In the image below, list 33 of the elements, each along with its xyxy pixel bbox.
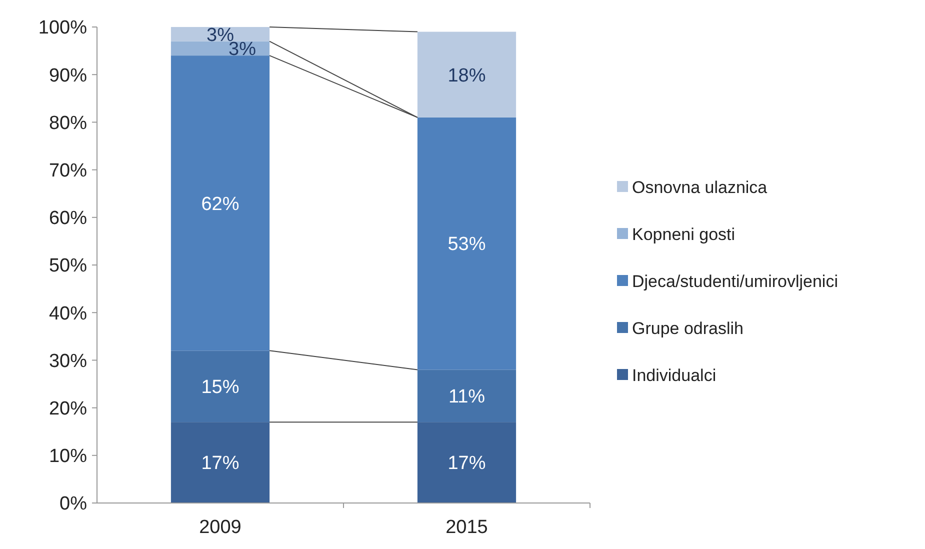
bar [170, 27, 270, 42]
y-tick-label: 40% [48, 303, 88, 324]
bar [417, 370, 516, 422]
y-tick-label: 80% [48, 112, 88, 134]
data-label: 62% [201, 194, 240, 215]
y-tick-label: 70% [48, 160, 88, 182]
legend-label: Djeca/studenti/umirovljenici [632, 272, 838, 291]
x-tick-label: 2015 [446, 517, 488, 538]
legend-label: Grupe odraslih [632, 318, 744, 338]
bar [170, 350, 270, 422]
y-tick-label: 50% [48, 256, 88, 277]
y-tick-label: 20% [48, 398, 88, 420]
data-label: 17% [448, 453, 486, 474]
bar [417, 422, 516, 503]
data-label: 15% [201, 377, 240, 398]
y-tick-label: 90% [48, 65, 88, 86]
bar [170, 422, 270, 503]
y-tick-label: 10% [48, 446, 88, 468]
bar [417, 32, 516, 118]
bar [170, 56, 270, 351]
legend-label: Osnovna ulaznica [632, 178, 768, 197]
y-tick-label: 60% [48, 208, 88, 230]
data-label: 11% [448, 386, 486, 408]
x-tick-label: 2009 [199, 517, 242, 538]
bar [417, 117, 516, 370]
legend-label: Individualci [632, 366, 716, 385]
data-label: 53% [448, 234, 486, 256]
y-tick-label: 0% [60, 494, 88, 515]
y-tick-label: 100% [38, 18, 88, 39]
y-tick-label: 30% [48, 350, 88, 372]
data-label: 18% [448, 65, 486, 86]
data-label: 17% [201, 453, 240, 474]
legend-label: Kopneni gosti [632, 224, 736, 244]
